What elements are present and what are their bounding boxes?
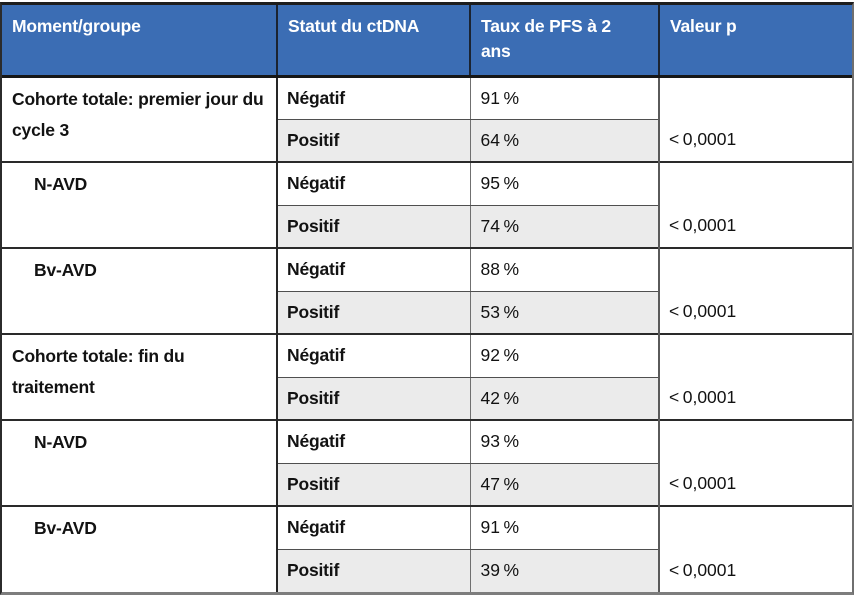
table-row: N-AVD Négatif 93 % < 0,0001 [2,419,852,506]
pfs-value-cell: 53 % [470,291,660,334]
moment-cell: Cohorte totale: premier jour du cycle 3 [2,75,278,162]
p-value-cell: < 0,0001 [659,75,852,162]
statut-cell: Négatif [277,419,471,464]
statut-cell: Négatif [277,333,471,378]
column-header-taux-pfs: Taux de PFS à 2 ans [470,5,660,78]
pfs-value-cell: 74 % [470,205,660,248]
pfs-value-cell: 64 % [470,119,660,162]
column-header-moment-groupe: Moment/groupe [2,5,278,78]
table-row: Cohorte totale: fin du traitement Négati… [2,333,852,420]
column-header-statut-ctdna: Statut du ctDNA [277,5,471,78]
moment-cell: Cohorte totale: fin du traitement [2,333,278,420]
table-row: Bv-AVD Négatif 88 % < 0,0001 [2,247,852,334]
column-header-valeur-p: Valeur p [659,5,852,78]
pfs-value-cell: 88 % [470,247,660,292]
statut-cell: Positif [277,377,471,420]
statut-cell: Négatif [277,75,471,120]
table-row: Positif 42 % [2,377,852,420]
statut-cell: Positif [277,549,471,592]
pfs-value-cell: 39 % [470,549,660,592]
moment-cell: N-AVD [2,161,278,248]
statut-cell: Négatif [277,247,471,292]
header-row: Moment/groupe Statut du ctDNA Taux de PF… [2,5,852,78]
table-row: Positif 74 % [2,205,852,248]
table-row: Positif 39 % [2,549,852,592]
table-row: N-AVD Négatif 95 % < 0,0001 [2,161,852,248]
p-value-cell: < 0,0001 [659,333,852,420]
p-value-cell: < 0,0001 [659,505,852,592]
table-row: Positif 64 % [2,119,852,162]
pfs-value-cell: 92 % [470,333,660,378]
moment-cell: Bv-AVD [2,505,278,592]
statut-cell: Négatif [277,161,471,206]
moment-cell: N-AVD [2,419,278,506]
p-value-cell: < 0,0001 [659,419,852,506]
table-row: Cohorte totale: premier jour du cycle 3 … [2,75,852,162]
p-value-cell: < 0,0001 [659,247,852,334]
statut-cell: Positif [277,291,471,334]
statut-cell: Positif [277,205,471,248]
p-value-cell: < 0,0001 [659,161,852,248]
pfs-value-cell: 93 % [470,419,660,464]
statut-cell: Négatif [277,505,471,550]
table-row: Positif 47 % [2,463,852,506]
statut-cell: Positif [277,463,471,506]
table-row: Bv-AVD Négatif 91 % < 0,0001 [2,505,852,592]
moment-cell: Bv-AVD [2,247,278,334]
pfs-value-cell: 47 % [470,463,660,506]
pfs-value-cell: 91 % [470,75,660,120]
pfs-value-cell: 42 % [470,377,660,420]
table-row: Positif 53 % [2,291,852,334]
statut-cell: Positif [277,119,471,162]
ctdna-pfs-table: Moment/groupe Statut du ctDNA Taux de PF… [2,5,852,592]
pfs-value-cell: 91 % [470,505,660,550]
pfs-value-cell: 95 % [470,161,660,206]
